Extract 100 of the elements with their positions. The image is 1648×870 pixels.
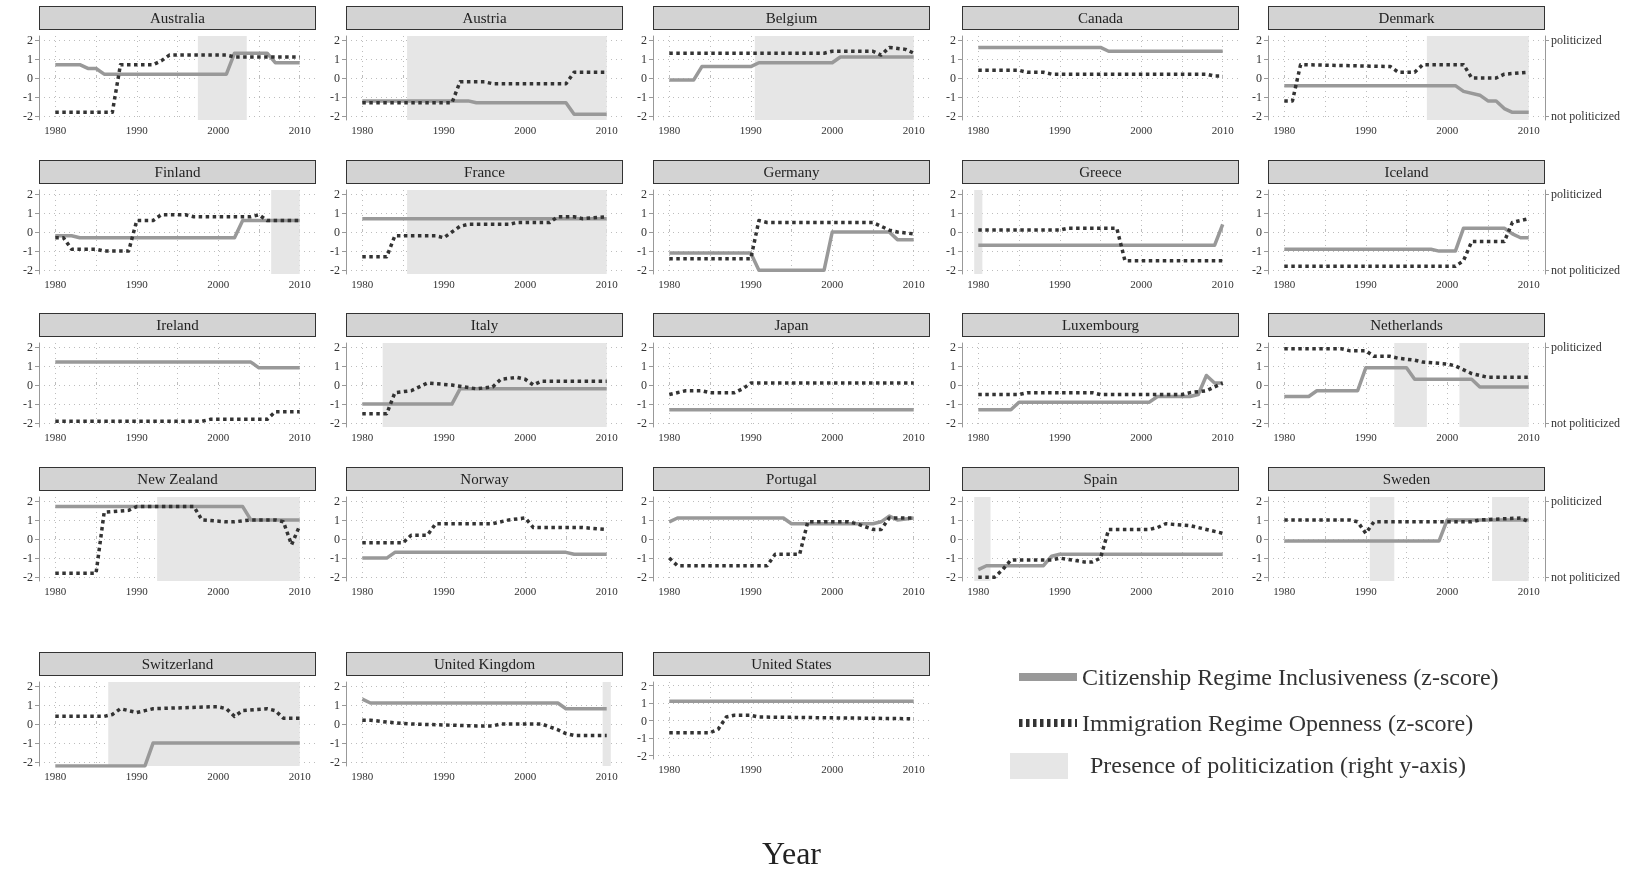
text: not politicized [1551, 416, 1620, 431]
y-tick-label: 0 [641, 713, 647, 728]
chart-title: Finland [39, 160, 316, 184]
y-tick-label: -1 [946, 244, 956, 259]
line-series [667, 381, 916, 397]
y-tick-label: 0 [1256, 71, 1262, 85]
y-tick-label: 0 [641, 532, 647, 546]
y-tick-label: -1 [23, 244, 33, 259]
x-tick-label: 2000 [207, 769, 230, 782]
y-tick-label: -1 [637, 90, 647, 105]
line-series [53, 53, 302, 115]
legend-label: Immigration Regime Openness (z-score) [1082, 710, 1474, 736]
y-tick-label: 2 [950, 32, 956, 47]
y-tick-label: 1 [641, 51, 647, 66]
y-tick-label: -2 [1252, 416, 1262, 431]
line-series [53, 504, 302, 576]
y-tick-label: 1 [334, 51, 340, 66]
x-tick-label: 2010 [1211, 123, 1235, 136]
chart-title: Spain [962, 467, 1239, 491]
x-tick-label: 1990 [432, 769, 456, 782]
x-tick-label: 2010 [1211, 584, 1235, 597]
y-tick-label: 1 [27, 51, 33, 66]
y-tick-label: 2 [641, 493, 647, 508]
y-tick-label: 2 [334, 32, 340, 47]
x-tick-label: 1980 [658, 430, 681, 443]
x-tick-label: 1990 [739, 430, 763, 443]
x-tick-label: 2010 [288, 769, 312, 782]
x-tick-label: 1980 [658, 762, 681, 775]
x-tick-label: 1990 [125, 769, 149, 782]
y-tick-label: -2 [637, 109, 647, 124]
x-tick-label: 1990 [1048, 277, 1072, 290]
y-tick-label: 0 [950, 378, 956, 392]
y-tick-label: -1 [637, 244, 647, 259]
line-series [667, 55, 916, 82]
x-tick-label: 2010 [595, 584, 619, 597]
chart-title: Switzerland [39, 652, 316, 676]
line-series [1282, 83, 1531, 115]
y-tick-label: -2 [330, 570, 340, 585]
y-tick-label: -2 [1252, 570, 1262, 585]
line-series [53, 705, 302, 721]
line-series [360, 718, 609, 738]
y-tick-label: 2 [27, 339, 33, 354]
y-tick-label: -1 [1252, 397, 1262, 412]
y-tick-label: 2 [334, 339, 340, 354]
x-tick-label: 1980 [44, 430, 67, 443]
y-tick-label: 1 [27, 512, 33, 527]
y-tick-label: 0 [27, 71, 33, 85]
x-tick-label: 2000 [1436, 277, 1459, 290]
x-tick-label: 1990 [739, 762, 763, 775]
x-tick-label: 2000 [1436, 584, 1459, 597]
y-tick-label: -1 [330, 244, 340, 259]
y-tick-label: 2 [334, 186, 340, 201]
chart-title: Belgium [653, 6, 930, 30]
line-series [976, 552, 1225, 572]
y-tick-label: 0 [27, 225, 33, 239]
x-tick-label: 1980 [351, 277, 374, 290]
legend-label: Citizenship Regime Inclusiveness (z-score) [1082, 664, 1499, 690]
y-tick-label: 1 [641, 696, 647, 710]
x-tick-label: 1980 [967, 123, 990, 136]
y-tick-label: 2 [27, 678, 33, 693]
y-tick-label: -2 [330, 263, 340, 278]
y-tick-label: 2 [334, 678, 340, 693]
y-tick-label: -1 [23, 736, 33, 751]
x-tick-label: 1990 [125, 584, 149, 597]
y-tick-label: -2 [23, 755, 33, 770]
y-tick-label: 2 [1256, 339, 1262, 354]
chart-title: United Kingdom [346, 652, 623, 676]
x-tick-label: 2010 [288, 430, 312, 443]
x-tick-label: 1990 [1048, 584, 1072, 597]
x-tick-label: 2000 [1130, 123, 1153, 136]
x-tick-label: 2000 [514, 584, 537, 597]
chart-title: Netherlands [1268, 313, 1545, 337]
y-tick-label: 0 [950, 71, 956, 85]
chart-title: Denmark [1268, 6, 1545, 30]
x-tick-label: 1990 [739, 584, 763, 597]
x-tick-label: 2000 [207, 277, 230, 290]
x-tick-label: 1980 [44, 277, 67, 290]
y-tick-label: -2 [23, 109, 33, 124]
chart-title: Iceland [1268, 160, 1545, 184]
x-tick-label: 2010 [1517, 123, 1541, 136]
y-tick-label: -1 [23, 90, 33, 105]
x-tick-label: 2010 [1517, 430, 1541, 443]
x-tick-label: 2010 [1211, 430, 1235, 443]
text: not politicized [1551, 570, 1620, 585]
x-tick-label: 1990 [1354, 123, 1378, 136]
line-series [976, 373, 1225, 412]
y-tick-label: 1 [334, 358, 340, 373]
y-tick-label: 1 [334, 512, 340, 527]
y-tick-label: 2 [27, 493, 33, 508]
y-tick-label: -1 [330, 397, 340, 412]
chart-title: Norway [346, 467, 623, 491]
y-tick-label: -1 [946, 90, 956, 105]
y-tick-label: 0 [950, 225, 956, 239]
x-tick-label: 1980 [967, 430, 990, 443]
y-tick-label: -2 [330, 755, 340, 770]
chart-title: Austria [346, 6, 623, 30]
y-tick-label: 2 [950, 186, 956, 201]
chart-title: Germany [653, 160, 930, 184]
y-tick-label: 2 [27, 186, 33, 201]
chart-title: Sweden [1268, 467, 1545, 491]
